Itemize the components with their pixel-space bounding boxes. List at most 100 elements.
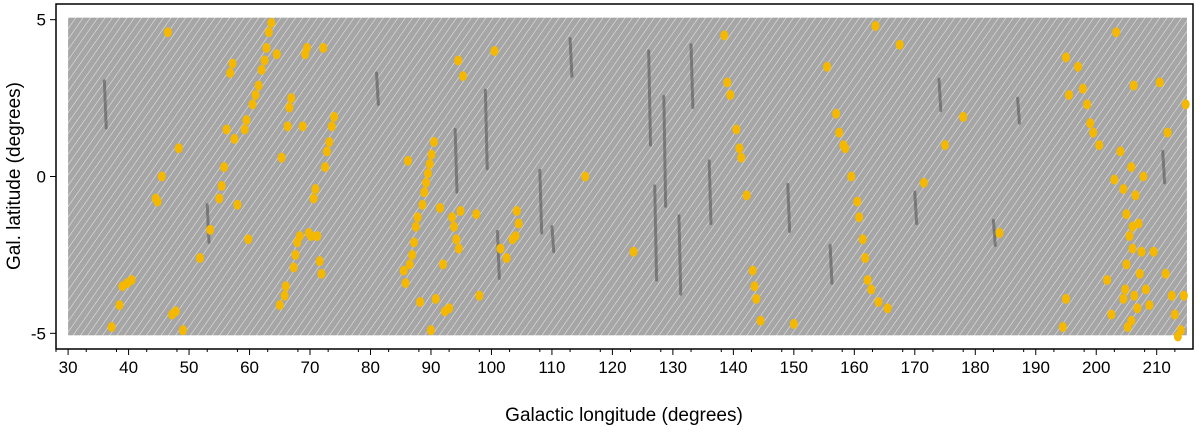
data-point xyxy=(1107,309,1116,320)
dark-feature xyxy=(677,214,683,296)
data-point xyxy=(454,243,463,254)
dark-feature xyxy=(913,190,919,226)
data-point xyxy=(1161,268,1170,279)
data-point xyxy=(179,325,188,336)
data-point xyxy=(251,89,260,100)
data-point xyxy=(298,121,307,132)
data-point xyxy=(272,49,281,60)
data-point xyxy=(858,234,867,245)
data-point xyxy=(302,42,311,53)
data-point xyxy=(1131,190,1140,201)
data-point xyxy=(171,306,180,317)
data-point xyxy=(1163,127,1172,138)
x-axis: 30 40 50 60 70 80 90 100 110 120 130 140 150 160 170 18… xyxy=(55,349,1176,377)
data-point xyxy=(1179,290,1188,301)
data-point xyxy=(1086,118,1095,129)
data-point xyxy=(789,318,798,329)
data-point xyxy=(1130,290,1139,301)
data-point xyxy=(752,293,761,304)
data-point xyxy=(1137,246,1146,257)
dark-feature xyxy=(375,71,380,106)
data-point xyxy=(153,196,162,207)
data-point xyxy=(206,224,215,235)
data-point xyxy=(262,42,271,53)
data-point xyxy=(174,143,183,154)
data-point xyxy=(291,249,300,260)
data-point xyxy=(1155,77,1164,88)
data-point xyxy=(1058,322,1067,333)
data-point xyxy=(1127,315,1136,326)
data-point xyxy=(1122,209,1131,220)
data-point xyxy=(401,278,410,289)
data-point xyxy=(750,281,759,292)
data-point xyxy=(311,184,320,195)
y-tick-label: -5 xyxy=(31,324,46,343)
dark-feature xyxy=(647,49,653,147)
data-point xyxy=(1061,293,1070,304)
data-point xyxy=(581,171,590,182)
x-tick-label: 160 xyxy=(840,358,868,377)
data-point xyxy=(410,237,419,248)
x-tick-label: 130 xyxy=(659,358,687,377)
data-point xyxy=(1133,303,1142,314)
data-point xyxy=(720,30,729,41)
data-point xyxy=(748,265,757,276)
x-axis-title: Galactic longitude (degrees) xyxy=(505,405,743,426)
data-point xyxy=(1141,284,1150,295)
data-point xyxy=(195,253,204,264)
data-point xyxy=(157,171,166,182)
data-point xyxy=(277,152,286,163)
data-point xyxy=(405,259,414,270)
data-point xyxy=(449,221,458,232)
data-point xyxy=(1121,284,1130,295)
data-point xyxy=(275,300,284,311)
data-point xyxy=(436,202,445,213)
data-point xyxy=(732,124,741,135)
data-point xyxy=(244,234,253,245)
data-point xyxy=(281,281,290,292)
data-point xyxy=(629,246,638,257)
data-point xyxy=(317,268,326,279)
data-point xyxy=(280,290,289,301)
data-point xyxy=(1083,99,1092,110)
data-point xyxy=(422,177,431,188)
data-point xyxy=(1125,231,1134,242)
data-point xyxy=(1061,52,1070,63)
survey-coverage xyxy=(68,17,1187,336)
data-point xyxy=(863,275,872,285)
data-point xyxy=(454,55,463,66)
data-point xyxy=(1078,83,1087,94)
data-point xyxy=(127,275,136,285)
x-tick-label: 170 xyxy=(901,358,929,377)
data-point xyxy=(330,111,339,122)
data-point xyxy=(452,234,461,245)
data-point xyxy=(823,61,832,72)
dark-feature xyxy=(453,127,459,194)
data-point xyxy=(883,303,892,314)
data-point xyxy=(260,55,269,66)
data-point xyxy=(1127,162,1136,173)
dark-feature xyxy=(568,37,574,78)
data-point xyxy=(723,77,732,88)
data-point xyxy=(322,146,331,157)
data-point xyxy=(855,212,864,223)
data-point xyxy=(215,193,224,204)
x-tick-label: 200 xyxy=(1082,358,1110,377)
data-point xyxy=(511,231,520,242)
data-point xyxy=(1129,80,1138,91)
data-point xyxy=(107,322,116,333)
data-point xyxy=(472,209,481,220)
data-point xyxy=(726,89,735,100)
data-point xyxy=(861,253,870,264)
data-point xyxy=(240,124,249,135)
data-point xyxy=(1145,300,1154,311)
x-tick-label: 90 xyxy=(422,358,441,377)
data-point xyxy=(399,265,408,276)
data-point xyxy=(1065,89,1074,100)
dark-feature xyxy=(550,225,556,254)
data-point xyxy=(228,58,237,69)
data-point xyxy=(425,158,434,169)
data-point xyxy=(307,231,316,242)
data-point xyxy=(512,206,521,216)
data-point xyxy=(874,296,883,307)
